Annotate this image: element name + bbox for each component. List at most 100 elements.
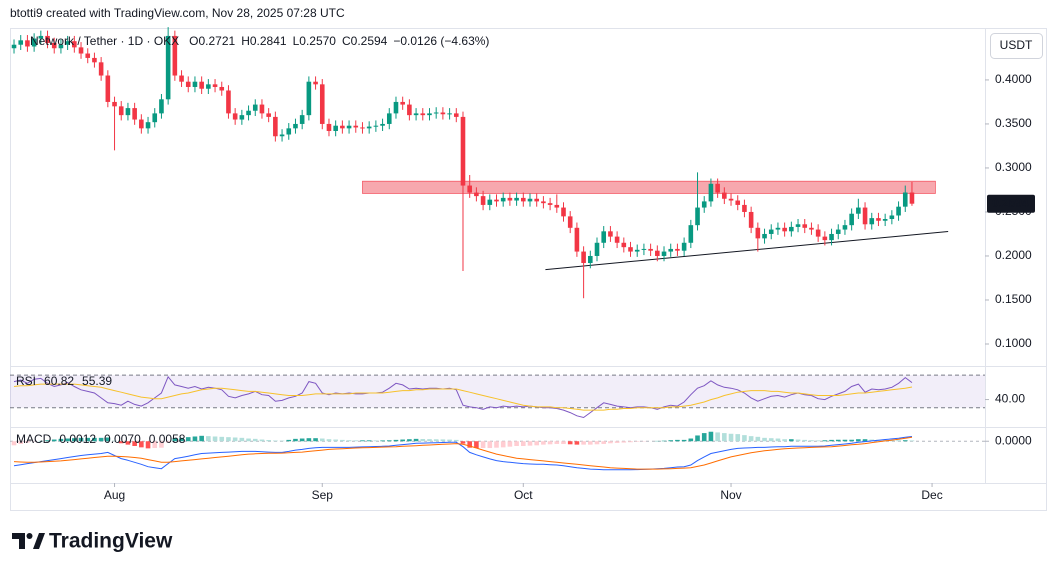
histogram-bar bbox=[735, 434, 741, 442]
histogram-bar bbox=[427, 439, 432, 442]
candle-body bbox=[413, 113, 419, 116]
candle-body bbox=[514, 197, 519, 201]
logo-mark bbox=[26, 533, 33, 539]
legend-text: L bbox=[293, 34, 300, 48]
candle-body bbox=[581, 251, 586, 264]
y-tick-label: 0.1500 bbox=[995, 292, 1032, 306]
histogram-bar bbox=[762, 437, 767, 442]
candle-body bbox=[480, 196, 486, 205]
candle-body bbox=[125, 108, 131, 116]
candle-body bbox=[31, 38, 37, 47]
histogram-bar bbox=[768, 438, 774, 442]
histogram-bar bbox=[433, 439, 439, 442]
candle-body bbox=[527, 198, 533, 202]
histogram-bar bbox=[132, 441, 137, 446]
candle-body bbox=[554, 204, 560, 208]
histogram-bar bbox=[25, 441, 30, 443]
histogram-bar bbox=[206, 436, 211, 442]
histogram-bar bbox=[159, 441, 164, 448]
candle-body bbox=[708, 183, 714, 202]
candle-body bbox=[822, 236, 828, 241]
histogram-bar bbox=[520, 441, 526, 446]
histogram-bar bbox=[85, 437, 91, 442]
histogram-bar bbox=[715, 432, 720, 442]
histogram-bar bbox=[588, 441, 593, 445]
x-tick-label: Oct bbox=[514, 488, 533, 502]
histogram-bar bbox=[453, 439, 459, 442]
candle-body bbox=[152, 113, 158, 123]
candle-body bbox=[755, 227, 761, 239]
candle-body bbox=[139, 119, 144, 129]
candle-body bbox=[279, 134, 285, 137]
histogram-bar bbox=[728, 433, 734, 442]
candle-body bbox=[72, 41, 77, 48]
candle-body bbox=[192, 81, 198, 87]
chart-frame bbox=[10, 28, 1047, 511]
y-tick-label: 0.1000 bbox=[995, 336, 1032, 350]
candle-body bbox=[38, 35, 44, 39]
candle-body bbox=[326, 123, 332, 131]
candle-body bbox=[668, 248, 674, 252]
histogram-bar bbox=[896, 440, 901, 442]
candle-body bbox=[266, 113, 271, 117]
legend-text: 0.2594 bbox=[351, 34, 388, 48]
candle-body bbox=[621, 242, 627, 248]
candle-body bbox=[728, 198, 734, 201]
candle-body bbox=[688, 225, 694, 243]
legend-text: RSI bbox=[16, 374, 36, 388]
x-tick-label: Aug bbox=[104, 488, 125, 502]
candle-body bbox=[51, 42, 57, 49]
histogram-bar bbox=[172, 438, 178, 442]
candle-body bbox=[487, 199, 493, 205]
histogram-bar bbox=[11, 441, 17, 446]
candle-body bbox=[775, 227, 781, 230]
histogram-bar bbox=[78, 437, 84, 442]
histogram-bar bbox=[259, 439, 265, 442]
histogram-bar bbox=[842, 439, 848, 442]
histogram-bar bbox=[574, 441, 580, 445]
histogram-bar bbox=[346, 440, 352, 442]
histogram-bar bbox=[795, 439, 801, 442]
currency-button[interactable] bbox=[990, 33, 1043, 59]
candle-body bbox=[420, 113, 426, 116]
candle-body bbox=[407, 104, 412, 116]
candle-body bbox=[246, 110, 251, 116]
histogram-bar bbox=[51, 439, 57, 442]
candle-body bbox=[145, 122, 151, 129]
candle-body bbox=[876, 218, 881, 221]
histogram-bar bbox=[118, 441, 124, 444]
histogram-bar bbox=[467, 441, 472, 448]
candle-body bbox=[835, 229, 841, 234]
histogram-bar bbox=[480, 441, 486, 449]
candle-body bbox=[695, 207, 700, 226]
legend-text: C bbox=[342, 34, 351, 48]
candle-body bbox=[467, 185, 472, 193]
histogram-bar bbox=[226, 437, 231, 442]
last-price-label: 0.2594 bbox=[992, 196, 1029, 210]
logo-mark bbox=[12, 533, 25, 549]
candle-body bbox=[400, 101, 405, 105]
histogram-bar bbox=[440, 439, 446, 442]
histogram-bar bbox=[675, 439, 680, 442]
histogram-bar bbox=[460, 441, 466, 444]
histogram-bar bbox=[145, 441, 151, 449]
x-tick-label: Sep bbox=[312, 488, 334, 502]
candle-body bbox=[85, 53, 91, 58]
candle-body bbox=[65, 41, 70, 45]
histogram-bar bbox=[293, 438, 298, 442]
candle-body bbox=[45, 35, 50, 43]
histogram-bar bbox=[393, 439, 399, 442]
histogram-bar bbox=[567, 441, 573, 445]
histogram-bar bbox=[775, 438, 781, 442]
histogram-bar bbox=[98, 437, 104, 442]
histogram-bar bbox=[701, 433, 707, 442]
histogram-bar bbox=[232, 437, 238, 442]
histogram-bar bbox=[252, 438, 258, 442]
histogram-bar bbox=[534, 441, 540, 446]
candle-body bbox=[809, 227, 814, 230]
legend-text: 0.2721 bbox=[199, 34, 236, 48]
candle-body bbox=[547, 203, 553, 205]
histogram-bar bbox=[386, 440, 392, 442]
candle-body bbox=[333, 125, 338, 131]
